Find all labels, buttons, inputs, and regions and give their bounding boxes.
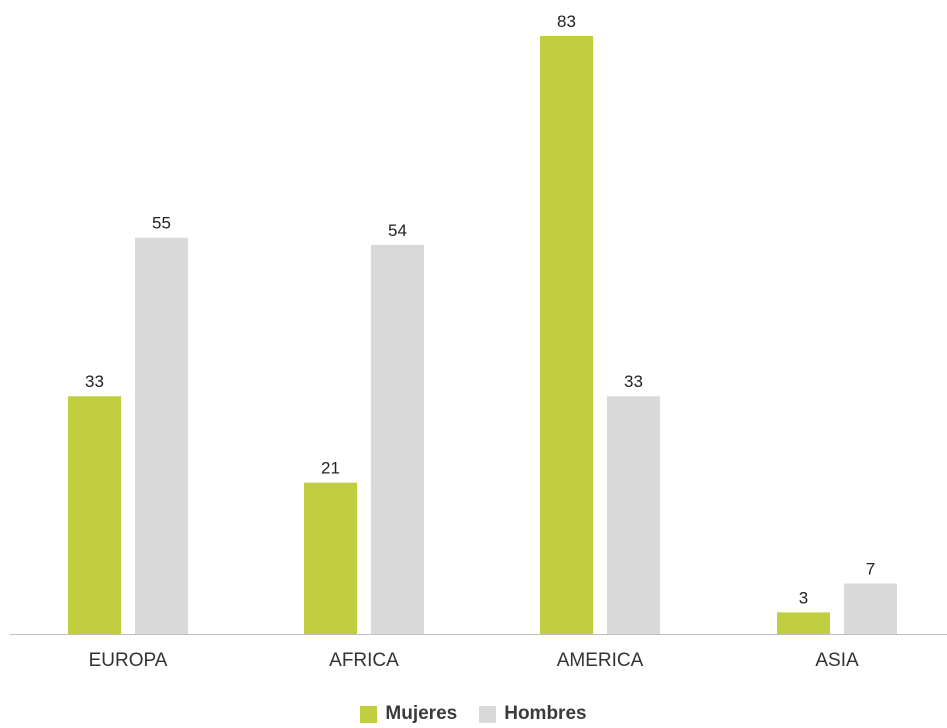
legend-label-hombres: Hombres bbox=[504, 703, 587, 724]
bar-mujeres-africa bbox=[304, 482, 357, 634]
category-label-asia: ASIA bbox=[815, 650, 859, 671]
value-label-hombres-europa: 55 bbox=[152, 214, 171, 233]
bar-mujeres-america bbox=[540, 36, 593, 634]
bar-mujeres-europa bbox=[68, 396, 121, 634]
legend-item-hombres: Hombres bbox=[479, 703, 587, 725]
legend-swatch-mujeres bbox=[360, 705, 378, 723]
bar-hombres-america bbox=[607, 396, 660, 634]
legend-item-mujeres: Mujeres bbox=[360, 703, 457, 725]
bar-hombres-europa bbox=[135, 237, 188, 635]
bars-group bbox=[68, 36, 897, 635]
value-label-hombres-asia: 7 bbox=[866, 560, 875, 579]
category-label-europa: EUROPA bbox=[89, 650, 168, 671]
legend-label-mujeres: Mujeres bbox=[385, 703, 458, 724]
value-label-hombres-america: 33 bbox=[624, 372, 643, 391]
category-label-africa: AFRICA bbox=[329, 650, 399, 671]
legend: Mujeres Hombres bbox=[0, 700, 947, 728]
bar-mujeres-asia bbox=[777, 612, 830, 634]
value-label-mujeres-america: 83 bbox=[557, 12, 576, 31]
category-labels-group: EUROPA AFRICA AMERICA ASIA bbox=[89, 650, 859, 671]
category-label-america: AMERICA bbox=[557, 650, 644, 671]
bar-hombres-asia bbox=[844, 583, 897, 634]
legend-swatch-hombres bbox=[479, 705, 497, 723]
value-label-mujeres-asia: 3 bbox=[799, 588, 808, 607]
value-label-mujeres-europa: 33 bbox=[85, 372, 104, 391]
bar-hombres-africa bbox=[371, 244, 424, 634]
value-label-hombres-africa: 54 bbox=[388, 221, 407, 240]
value-label-mujeres-africa: 21 bbox=[321, 459, 340, 478]
